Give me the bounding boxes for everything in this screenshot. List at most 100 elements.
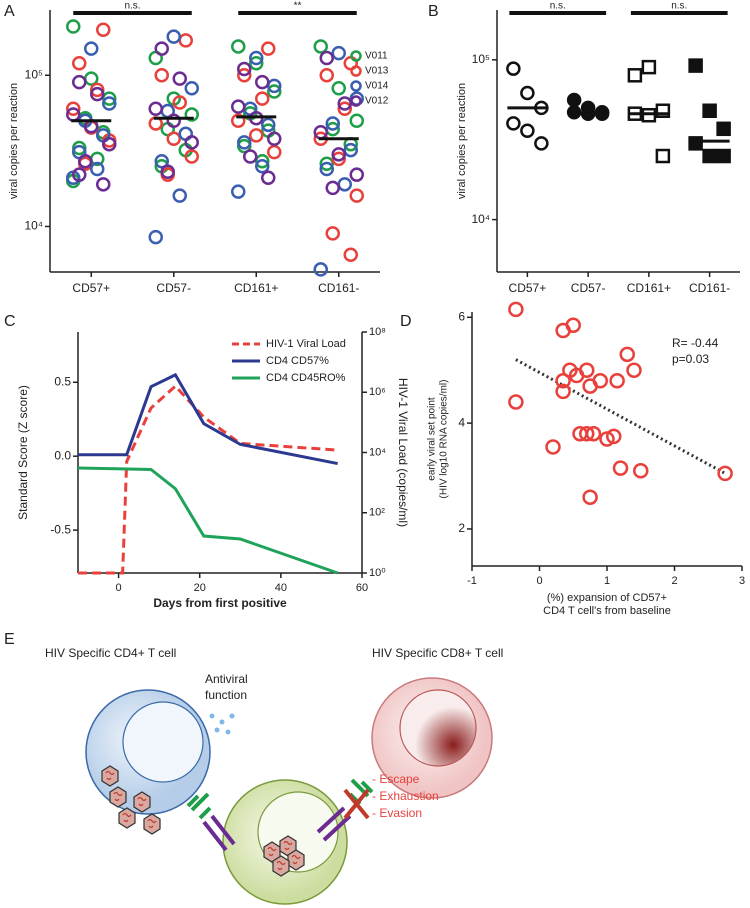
point [508,394,524,410]
point [166,113,181,129]
point [172,188,187,203]
point [582,489,598,505]
cd8-nucleus [399,689,477,767]
y-tick-label: 10⁵ [25,67,43,81]
x-tick-label: CD57- [156,281,191,295]
x-tick-label: 60 [356,582,368,594]
legend-label: V011 [365,51,388,62]
point [184,107,199,122]
legend-marker [350,65,362,77]
point [349,113,364,129]
point [261,117,276,133]
series-line [78,383,338,575]
point [579,362,595,378]
point [319,156,334,171]
point [508,301,524,318]
panel-letter: C [4,313,16,330]
point [249,50,264,66]
point [72,167,87,182]
legend-label: V012 [365,96,389,107]
point [313,39,328,54]
legend-label: V013 [365,66,389,77]
x-tick-label: CD57- [571,281,606,295]
point [231,39,246,54]
cd8-label: HIV Specific CD8+ T cell [372,646,503,660]
stat-label: p=0.03 [672,352,709,366]
point [249,128,264,143]
point [90,86,105,102]
point [148,229,163,245]
panel-letter: D [400,313,412,330]
point [231,99,246,114]
stat-label: R= -0.44 [672,336,719,350]
point [633,463,649,479]
y2-tick-label: 10⁶ [369,386,386,398]
y-tick-label: 10⁵ [472,52,490,66]
y-tick-label: 10⁴ [471,212,490,226]
y-tick-label: 6 [458,309,465,323]
y-tick-label: 4 [458,415,465,429]
y-axis-label: Standard Score (Z score) [16,385,30,520]
point [565,317,581,333]
point [717,465,733,482]
point [154,67,169,83]
point [506,116,521,131]
x-tick-label: CD161+ [627,281,671,295]
cytokine [225,729,231,735]
point [688,58,703,73]
escape-text: - Escape [372,772,420,786]
point [102,136,117,152]
y-tick-label: 0.5 [54,374,71,388]
point [566,92,582,108]
mhc [202,814,236,852]
sig-label: n.s. [124,1,140,12]
point [716,148,731,164]
y-axis-label: viral copies per reaction [456,83,468,199]
point [337,96,352,111]
point [331,151,346,167]
mhc [316,806,352,842]
point [627,68,643,83]
point [702,148,717,164]
point [231,113,246,129]
point [255,74,270,90]
point [619,346,635,363]
y2-tick-label: 10⁸ [369,326,386,338]
point [612,460,629,476]
antiviral-text: Antiviral [205,672,248,686]
point [84,71,99,86]
point [172,71,187,86]
point [555,373,571,389]
point [641,107,657,123]
point [655,148,671,164]
y2-tick-label: 10⁴ [369,446,386,458]
point [331,147,346,162]
point [237,135,252,150]
cd4-nucleus [122,701,204,783]
point [231,184,246,199]
point [72,74,87,90]
point [66,19,81,34]
point [148,101,163,117]
point [599,431,615,447]
legend-marker [350,50,362,62]
point [702,103,717,118]
point [325,116,340,131]
y2-axis-label: HIV-1 Viral Load (copies/ml) [396,378,410,527]
point [261,170,276,185]
cd4-label: HIV Specific CD4+ T cell [45,646,176,660]
y-axis-label: (HIV log10 RNA copies/ml) [439,380,450,499]
point [626,362,642,378]
point [267,131,282,147]
cytokine [209,713,215,719]
point [267,144,282,160]
point [337,177,352,192]
legend-label: CD4 CD45RO% [266,372,346,384]
point [90,161,105,177]
point [166,131,181,147]
sig-label: ** [294,1,302,12]
panel-letter: B [428,3,439,20]
point [592,373,608,389]
escape-text: - Exhaustion [372,789,439,803]
point [331,81,346,96]
